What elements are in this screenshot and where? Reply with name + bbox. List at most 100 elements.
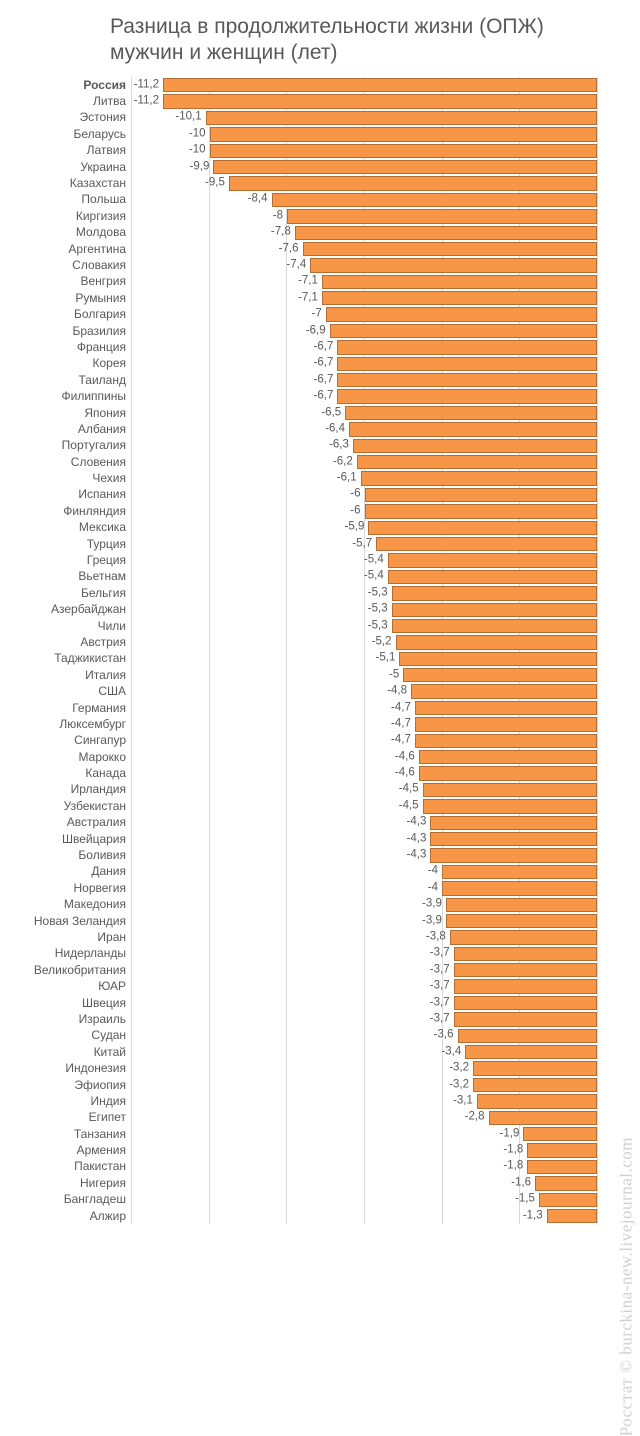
bar-value: -6,2 (333, 456, 353, 468)
bar-cell: -5,3 (132, 601, 598, 617)
country-label: США (14, 685, 132, 697)
bar-value: -4,8 (387, 685, 407, 697)
bar-cell: -5,9 (132, 519, 598, 535)
bar (392, 603, 597, 617)
bar-value: -1,8 (503, 1144, 523, 1156)
bar-row: Россия-11,2 (132, 77, 598, 93)
country-label: Аргентина (14, 243, 132, 255)
bar (454, 1012, 597, 1026)
country-label: Узбекистан (14, 800, 132, 812)
country-label: Чехия (14, 472, 132, 484)
bar-cell: -5,4 (132, 552, 598, 568)
bar-value: -4 (428, 882, 438, 894)
bar-row: Филиппины-6,7 (132, 388, 598, 404)
bar-row: Германия-4,7 (132, 699, 598, 715)
country-label: Молдова (14, 226, 132, 238)
bar (473, 1061, 597, 1075)
country-label: Пакистан (14, 1160, 132, 1172)
country-label: Беларусь (14, 128, 132, 140)
bar (353, 439, 597, 453)
bar-cell: -3,9 (132, 912, 598, 928)
bar (430, 848, 597, 862)
country-label: Япония (14, 407, 132, 419)
bar (357, 455, 597, 469)
country-label: Швейцария (14, 833, 132, 845)
country-label: Россия (14, 79, 132, 91)
bar-value: -3,8 (426, 931, 446, 943)
bar-row: Индия-3,1 (132, 1093, 598, 1109)
bar (430, 832, 597, 846)
bar-value: -6,7 (314, 358, 334, 370)
bar-cell: -4,6 (132, 749, 598, 765)
bar-row: Люксембург-4,7 (132, 716, 598, 732)
bar-cell: -6 (132, 486, 598, 502)
bar (163, 94, 597, 108)
country-label: Таджикистан (14, 652, 132, 664)
bar-cell: -1,3 (132, 1207, 598, 1223)
bar-row: Португалия-6,3 (132, 437, 598, 453)
country-label: Эфиопия (14, 1079, 132, 1091)
country-label: Вьетнам (14, 570, 132, 582)
bar-row: Великобритания-3,7 (132, 962, 598, 978)
bar-cell: -5 (132, 667, 598, 683)
bar (388, 570, 597, 584)
bar (330, 324, 597, 338)
bar-cell: -7,1 (132, 290, 598, 306)
bar (547, 1209, 597, 1223)
bar-row: Турция-5,7 (132, 535, 598, 551)
bar-row: Армения-1,8 (132, 1142, 598, 1158)
bar-row: Азербайджан-5,3 (132, 601, 598, 617)
bar (527, 1143, 597, 1157)
bar-cell: -1,8 (132, 1158, 598, 1174)
bar-cell: -10,1 (132, 109, 598, 125)
bar-value: -7,8 (271, 226, 291, 238)
bar-value: -5,4 (364, 554, 384, 566)
chart-page: Разница в продолжительности жизни (ОПЖ) … (0, 0, 640, 1277)
bar (206, 111, 597, 125)
bar-row: Бельгия-5,3 (132, 585, 598, 601)
country-label: Китай (14, 1046, 132, 1058)
country-label: Индонезия (14, 1062, 132, 1074)
bar (415, 701, 597, 715)
bar (303, 242, 598, 256)
bar-value: -4,6 (395, 751, 415, 763)
bar-row: Дания-4 (132, 863, 598, 879)
bar-row: Эстония-10,1 (132, 109, 598, 125)
bar-cell: -7,1 (132, 273, 598, 289)
bar (415, 717, 597, 731)
country-label: Македония (14, 898, 132, 910)
bar (213, 160, 597, 174)
bar-row: Танзания-1,9 (132, 1126, 598, 1142)
bar (337, 357, 597, 371)
bar-value: -1,6 (511, 1177, 531, 1189)
country-label: Португалия (14, 439, 132, 451)
country-label: Новая Зеландия (14, 915, 132, 927)
bar (322, 275, 597, 289)
bar-value: -9,9 (190, 161, 210, 173)
bar-cell: -8 (132, 208, 598, 224)
bar-cell: -9,5 (132, 175, 598, 191)
bar (458, 1029, 598, 1043)
bar-row: Норвегия-4 (132, 880, 598, 896)
bar-value: -4,7 (391, 702, 411, 714)
bar-cell: -7 (132, 306, 598, 322)
bar-value: -1,9 (500, 1128, 520, 1140)
chart-title: Разница в продолжительности жизни (ОПЖ) … (110, 14, 616, 67)
country-label: Корея (14, 357, 132, 369)
country-label: Турция (14, 538, 132, 550)
bar-value: -10,1 (175, 112, 201, 124)
country-label: Нидерланды (14, 947, 132, 959)
bar-value: -7,1 (298, 292, 318, 304)
bar (415, 734, 597, 748)
country-label: Румыния (14, 292, 132, 304)
country-label: Египет (14, 1111, 132, 1123)
bar-cell: -4,6 (132, 765, 598, 781)
bar-row: Швейцария-4,3 (132, 830, 598, 846)
bar-value: -6 (350, 489, 360, 501)
bar-row: Австрия-5,2 (132, 634, 598, 650)
bar (229, 176, 597, 190)
bar (322, 291, 597, 305)
bar (337, 373, 597, 387)
country-label: Киргизия (14, 210, 132, 222)
bar-row: Литва-11,2 (132, 93, 598, 109)
